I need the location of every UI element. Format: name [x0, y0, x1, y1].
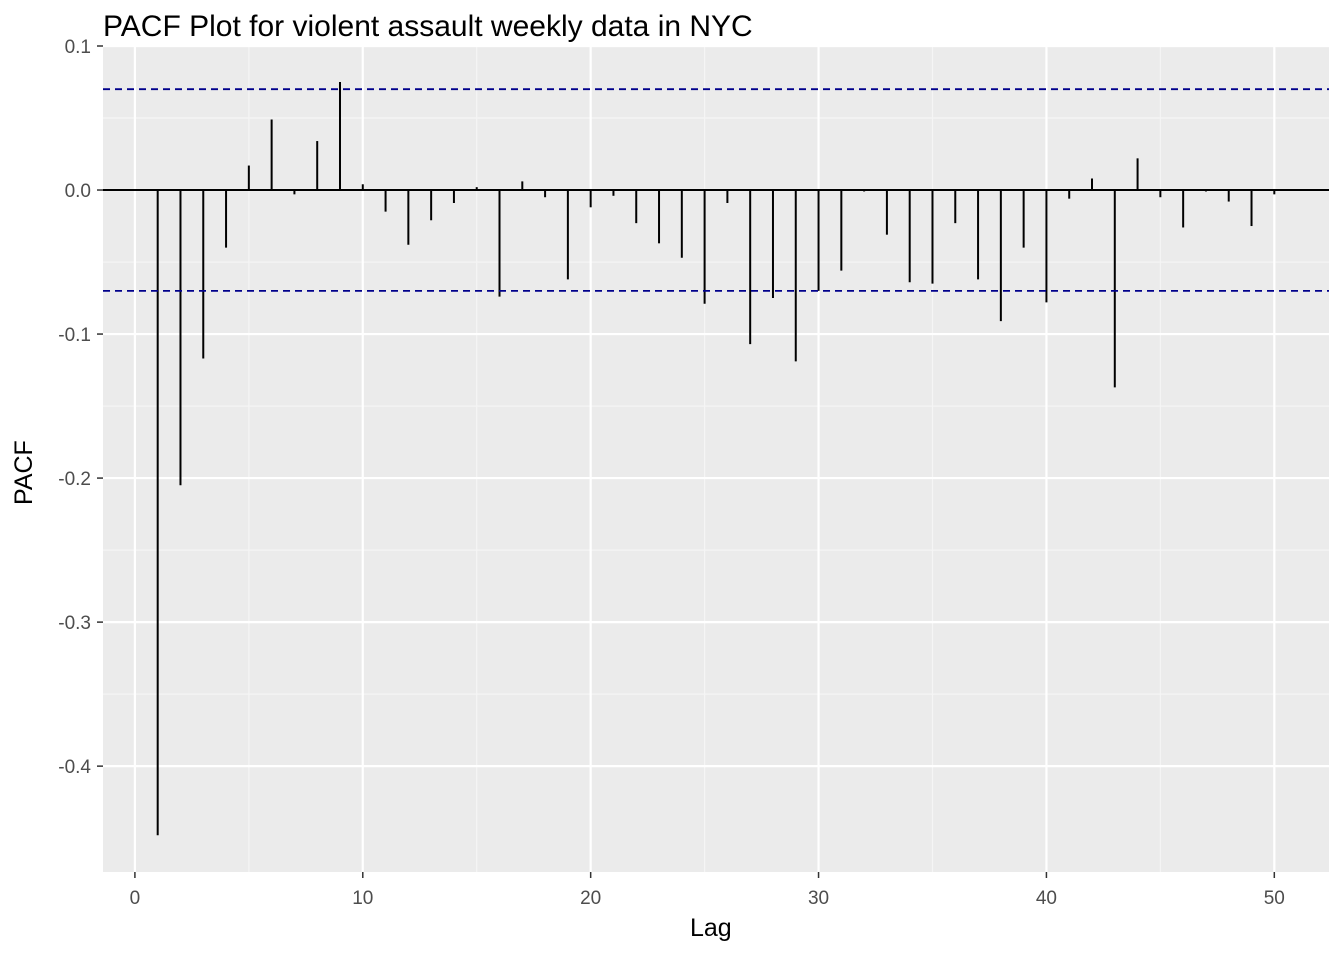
x-tick-label: 30	[808, 888, 829, 909]
x-tick-label: 20	[580, 888, 601, 909]
x-axis-label: Lag	[690, 914, 732, 942]
plot-panel	[103, 46, 1329, 872]
y-tick-label: -0.3	[58, 613, 91, 634]
x-tick-label: 10	[352, 888, 373, 909]
x-tick-label: 40	[1036, 888, 1057, 909]
x-tick-label: 50	[1264, 888, 1285, 909]
y-tick-label: -0.4	[58, 757, 91, 778]
x-tick-label: 0	[130, 888, 141, 909]
y-tick-label: -0.2	[58, 469, 91, 490]
y-tick-label: -0.1	[58, 325, 91, 346]
y-axis-label: PACF	[10, 440, 38, 505]
chart-title: PACF Plot for violent assault weekly dat…	[103, 10, 753, 43]
y-tick-label: 0.0	[65, 181, 91, 202]
y-tick-label: 0.1	[65, 37, 91, 58]
